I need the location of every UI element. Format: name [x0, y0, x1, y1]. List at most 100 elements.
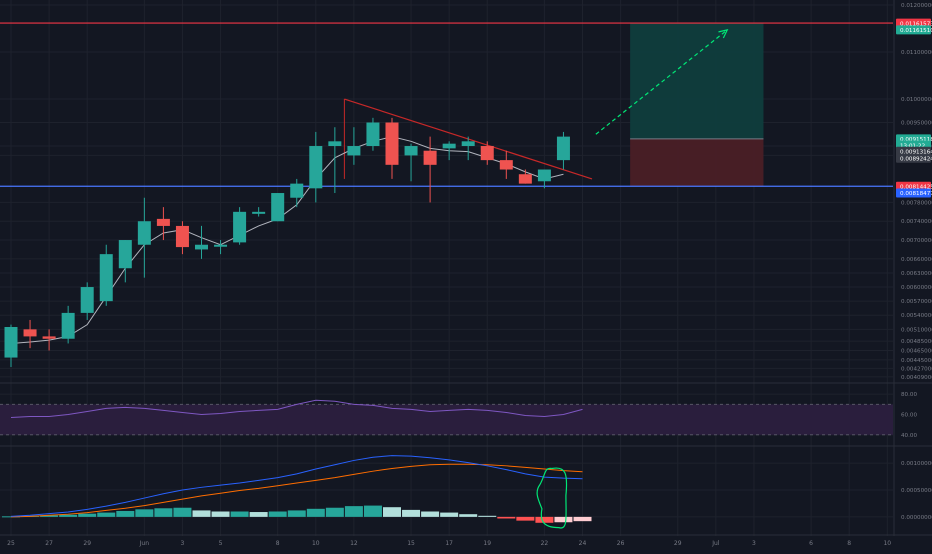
macd-histogram-bar: [497, 516, 516, 519]
price-tick-label: 0.00445000: [901, 358, 932, 364]
price-label-text: 0.00892424: [900, 156, 932, 162]
time-axis: 25 27 29 Jun 3 5 8 10 12 15 17 19 22 24 26 29 Jul 3 6 8 10: [7, 540, 891, 547]
candle-body: [461, 141, 475, 147]
candle[interactable]: [23, 319, 37, 349]
price-label-badge: 0.00892424: [896, 153, 932, 163]
candle[interactable]: [195, 225, 208, 259]
rsi-tick-label: 80.00: [901, 392, 917, 398]
position-loss-zone[interactable]: [630, 138, 764, 187]
candle[interactable]: [518, 169, 532, 184]
time-tick-label: 17: [445, 540, 453, 547]
candle-body: [556, 136, 570, 161]
macd-histogram-bar: [154, 508, 173, 517]
macd-histogram-bar: [344, 506, 363, 517]
macd-histogram-bar: [230, 511, 249, 517]
price-tick-label: 0.00600000: [901, 285, 932, 291]
price-label-text: 0.00915118: [900, 137, 932, 143]
candle[interactable]: [61, 305, 75, 344]
candle[interactable]: [271, 193, 285, 222]
candle[interactable]: [385, 117, 399, 179]
time-tick-label: 8: [847, 540, 851, 547]
macd-histogram-bar: [459, 514, 478, 517]
candle-body: [442, 143, 456, 149]
candle-body: [118, 240, 132, 269]
price-label-badge: 0.01161510: [896, 25, 932, 35]
candle[interactable]: [404, 143, 418, 182]
highlight-brush-annotation[interactable]: [536, 467, 568, 529]
candle[interactable]: [99, 244, 113, 306]
candle-body: [80, 287, 94, 313]
time-tick-label: 26: [617, 540, 625, 547]
macd-histogram-bar: [535, 516, 554, 523]
price-label-bg: [896, 181, 931, 191]
time-tick-label: 10: [312, 540, 320, 547]
macd-line: [10, 455, 583, 517]
candle[interactable]: [366, 117, 380, 151]
time-tick-label: 22: [541, 540, 549, 547]
long-position-tool[interactable]: [630, 23, 764, 187]
macd-histogram-bar: [97, 512, 116, 517]
candle[interactable]: [233, 207, 247, 245]
candle[interactable]: [461, 136, 475, 161]
price-label-bg: [896, 153, 931, 163]
candle-body: [366, 122, 380, 147]
candle[interactable]: [309, 131, 323, 203]
candle-body: [4, 327, 18, 358]
candle-body: [328, 141, 342, 147]
candle[interactable]: [118, 240, 132, 283]
candle[interactable]: [537, 169, 551, 189]
candle-body: [214, 244, 228, 247]
candle[interactable]: [347, 127, 361, 165]
macd-histogram-bar: [249, 512, 268, 517]
macd-histogram-bar: [516, 516, 535, 521]
price-label-text: 0.00814425: [900, 184, 932, 190]
macd-signal-line: [10, 463, 583, 518]
price-tick-label: 0.01200000: [901, 3, 932, 9]
candle[interactable]: [480, 141, 494, 165]
candle-body: [99, 254, 113, 302]
price-tick-label: 0.00409000: [901, 375, 932, 381]
candle[interactable]: [4, 324, 18, 367]
macd-histogram-bar: [440, 512, 459, 517]
candle[interactable]: [80, 282, 94, 320]
candle[interactable]: [328, 127, 342, 194]
candle[interactable]: [42, 329, 56, 351]
candle[interactable]: [252, 207, 266, 217]
candle[interactable]: [556, 131, 570, 170]
candle-body: [499, 160, 513, 170]
candle[interactable]: [175, 221, 189, 255]
candle[interactable]: [442, 141, 456, 161]
candle[interactable]: [499, 150, 513, 179]
candle[interactable]: [156, 207, 170, 241]
candle[interactable]: [137, 197, 151, 278]
time-tick-label: 8: [276, 540, 280, 547]
candle-body: [385, 122, 399, 165]
price-label-text: 0.01161573: [900, 21, 932, 27]
price-tick-label: 0.00740000: [901, 219, 932, 225]
position-profit-zone[interactable]: [630, 23, 764, 139]
time-tick-label: 24: [579, 540, 587, 547]
candle-body: [156, 218, 170, 226]
macd-histogram-bar: [478, 515, 497, 517]
candle-body: [290, 183, 304, 198]
price-label-badge: 0.00814425: [896, 181, 932, 191]
price-label-badge: 0.00913164: [896, 146, 932, 156]
candle[interactable]: [423, 136, 437, 203]
candle-body: [137, 221, 151, 245]
candles: [4, 117, 570, 367]
candle[interactable]: [214, 240, 228, 255]
time-tick-label: 15: [407, 540, 415, 547]
macd-histogram-bar: [59, 514, 78, 517]
price-tick-label: 0.01100000: [901, 50, 932, 56]
candle[interactable]: [290, 178, 304, 208]
price-label-text: 0.00913164: [900, 149, 932, 155]
macd-histogram-bar: [287, 510, 306, 517]
candle-body: [271, 193, 285, 222]
candle-body: [195, 244, 208, 250]
time-tick-label: 19: [483, 540, 491, 547]
price-tick-label: 0.00540000: [901, 313, 932, 319]
candle-body: [404, 146, 418, 156]
candle-body: [252, 211, 266, 214]
